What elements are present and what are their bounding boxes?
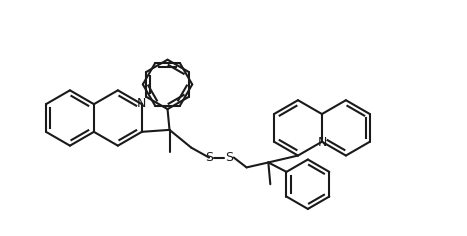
Text: S: S bbox=[225, 151, 233, 164]
Text: N: N bbox=[318, 136, 328, 149]
Text: S: S bbox=[205, 151, 213, 164]
Text: N: N bbox=[137, 97, 147, 110]
